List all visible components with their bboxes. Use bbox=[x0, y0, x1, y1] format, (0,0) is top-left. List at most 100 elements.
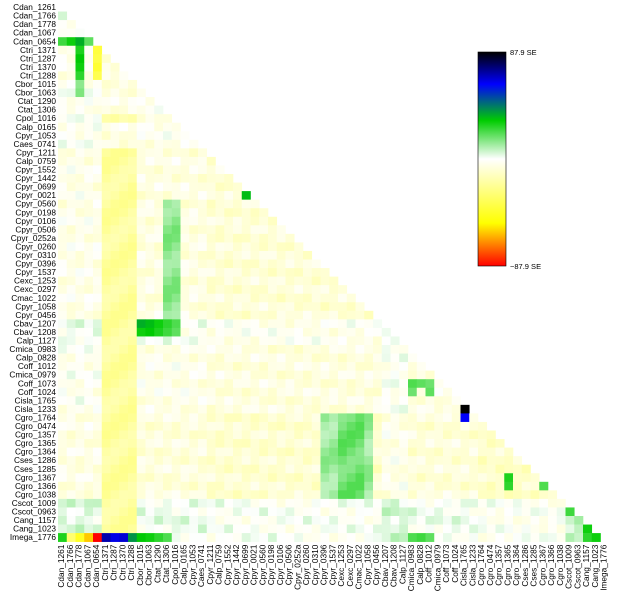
heatmap-cell bbox=[276, 387, 286, 397]
heatmap-cell bbox=[58, 182, 68, 192]
heatmap-cell bbox=[425, 516, 435, 525]
heatmap-cell bbox=[180, 430, 190, 440]
heatmap-cell bbox=[75, 533, 85, 542]
heatmap-cell bbox=[75, 456, 85, 465]
heatmap-cell bbox=[294, 370, 304, 380]
heatmap-cell bbox=[451, 533, 461, 542]
heatmap-cell bbox=[93, 216, 103, 226]
heatmap-cell bbox=[233, 233, 243, 243]
heatmap-cell bbox=[84, 114, 94, 123]
heatmap-cell bbox=[75, 285, 85, 294]
heatmap-cell bbox=[154, 233, 164, 243]
heatmap-cell bbox=[198, 498, 208, 508]
heatmap-cell bbox=[241, 310, 251, 320]
heatmap-cell bbox=[206, 370, 216, 380]
heatmap-cell bbox=[233, 276, 243, 286]
heatmap-cell bbox=[58, 131, 68, 141]
heatmap-cell bbox=[329, 473, 339, 483]
heatmap-cell bbox=[320, 498, 330, 508]
heatmap-cell bbox=[320, 302, 330, 312]
heatmap-cell bbox=[294, 447, 304, 457]
heatmap-cell bbox=[215, 507, 225, 517]
heatmap-cell bbox=[346, 327, 356, 337]
heatmap-cell bbox=[128, 533, 138, 542]
heatmap-cell bbox=[93, 97, 103, 106]
heatmap-cell bbox=[233, 516, 243, 525]
heatmap-cell bbox=[311, 430, 321, 440]
heatmap-cell bbox=[285, 447, 295, 457]
heatmap-cell bbox=[416, 498, 426, 508]
heatmap-cell bbox=[145, 524, 155, 534]
heatmap-cell bbox=[259, 268, 269, 277]
heatmap-cell bbox=[84, 208, 94, 218]
heatmap-cell bbox=[119, 404, 129, 414]
heatmap-cell bbox=[206, 191, 216, 200]
heatmap-cell bbox=[93, 114, 103, 123]
heatmap-cell bbox=[163, 250, 173, 260]
heatmap-cell bbox=[346, 430, 356, 440]
heatmap-cell bbox=[381, 516, 391, 525]
heatmap-cell bbox=[101, 148, 111, 158]
heatmap-cell bbox=[84, 122, 94, 132]
row-label: Cgro_1366 bbox=[15, 481, 56, 491]
heatmap-cell bbox=[128, 79, 138, 89]
heatmap-cell bbox=[224, 310, 234, 320]
heatmap-cell bbox=[128, 516, 138, 525]
heatmap-cell bbox=[136, 481, 146, 491]
heatmap-cell bbox=[66, 396, 76, 406]
heatmap-cell bbox=[346, 456, 356, 465]
heatmap-cell bbox=[93, 250, 103, 260]
heatmap-cell bbox=[311, 327, 321, 337]
heatmap-cell bbox=[145, 242, 155, 252]
heatmap-cell bbox=[206, 242, 216, 252]
heatmap-cell bbox=[206, 259, 216, 269]
heatmap-cell bbox=[460, 516, 470, 525]
heatmap-cell bbox=[163, 524, 173, 534]
heatmap-cell bbox=[215, 370, 225, 380]
heatmap-cell bbox=[364, 404, 374, 414]
heatmap-cell bbox=[93, 199, 103, 209]
heatmap-cell bbox=[381, 490, 391, 500]
heatmap-cell bbox=[276, 259, 286, 269]
heatmap-cell bbox=[364, 481, 374, 491]
heatmap-cell bbox=[84, 165, 94, 175]
row-label: Cscot_1009 bbox=[12, 498, 57, 508]
heatmap-cell bbox=[171, 379, 181, 389]
heatmap-cell bbox=[66, 259, 76, 269]
column-label: Ctri_1288 bbox=[126, 544, 136, 580]
heatmap-cell bbox=[565, 533, 575, 542]
heatmap-cell bbox=[110, 387, 120, 397]
heatmap-cell bbox=[145, 464, 155, 474]
heatmap-cell bbox=[189, 259, 199, 269]
heatmap-cell bbox=[171, 327, 181, 337]
heatmap-cell bbox=[355, 507, 365, 517]
heatmap-cell bbox=[443, 490, 453, 500]
heatmap-cell bbox=[320, 336, 330, 346]
heatmap-cell bbox=[408, 524, 418, 534]
heatmap-cell bbox=[84, 182, 94, 192]
heatmap-cell bbox=[346, 498, 356, 508]
row-label: Ctri_1371 bbox=[20, 45, 56, 55]
heatmap-cell bbox=[128, 404, 138, 414]
heatmap-cell bbox=[276, 404, 286, 414]
heatmap-cell bbox=[145, 327, 155, 337]
heatmap-cell bbox=[259, 490, 269, 500]
heatmap-cell bbox=[75, 370, 85, 380]
heatmap-cell bbox=[171, 199, 181, 209]
heatmap-cell bbox=[75, 165, 85, 175]
heatmap-cell bbox=[224, 293, 234, 303]
heatmap-cell bbox=[145, 370, 155, 380]
heatmap-cell bbox=[75, 131, 85, 141]
heatmap-cell bbox=[373, 319, 383, 329]
heatmap-cell bbox=[233, 353, 243, 363]
heatmap-cell bbox=[110, 199, 120, 209]
heatmap-cell bbox=[311, 387, 321, 397]
heatmap-cell bbox=[198, 208, 208, 218]
heatmap-cell bbox=[443, 447, 453, 457]
heatmap-cell bbox=[338, 387, 348, 397]
heatmap-cell bbox=[250, 208, 260, 218]
heatmap-cell bbox=[189, 379, 199, 389]
heatmap-cell bbox=[329, 430, 339, 440]
heatmap-cell bbox=[119, 421, 129, 431]
heatmap-cell bbox=[294, 464, 304, 474]
